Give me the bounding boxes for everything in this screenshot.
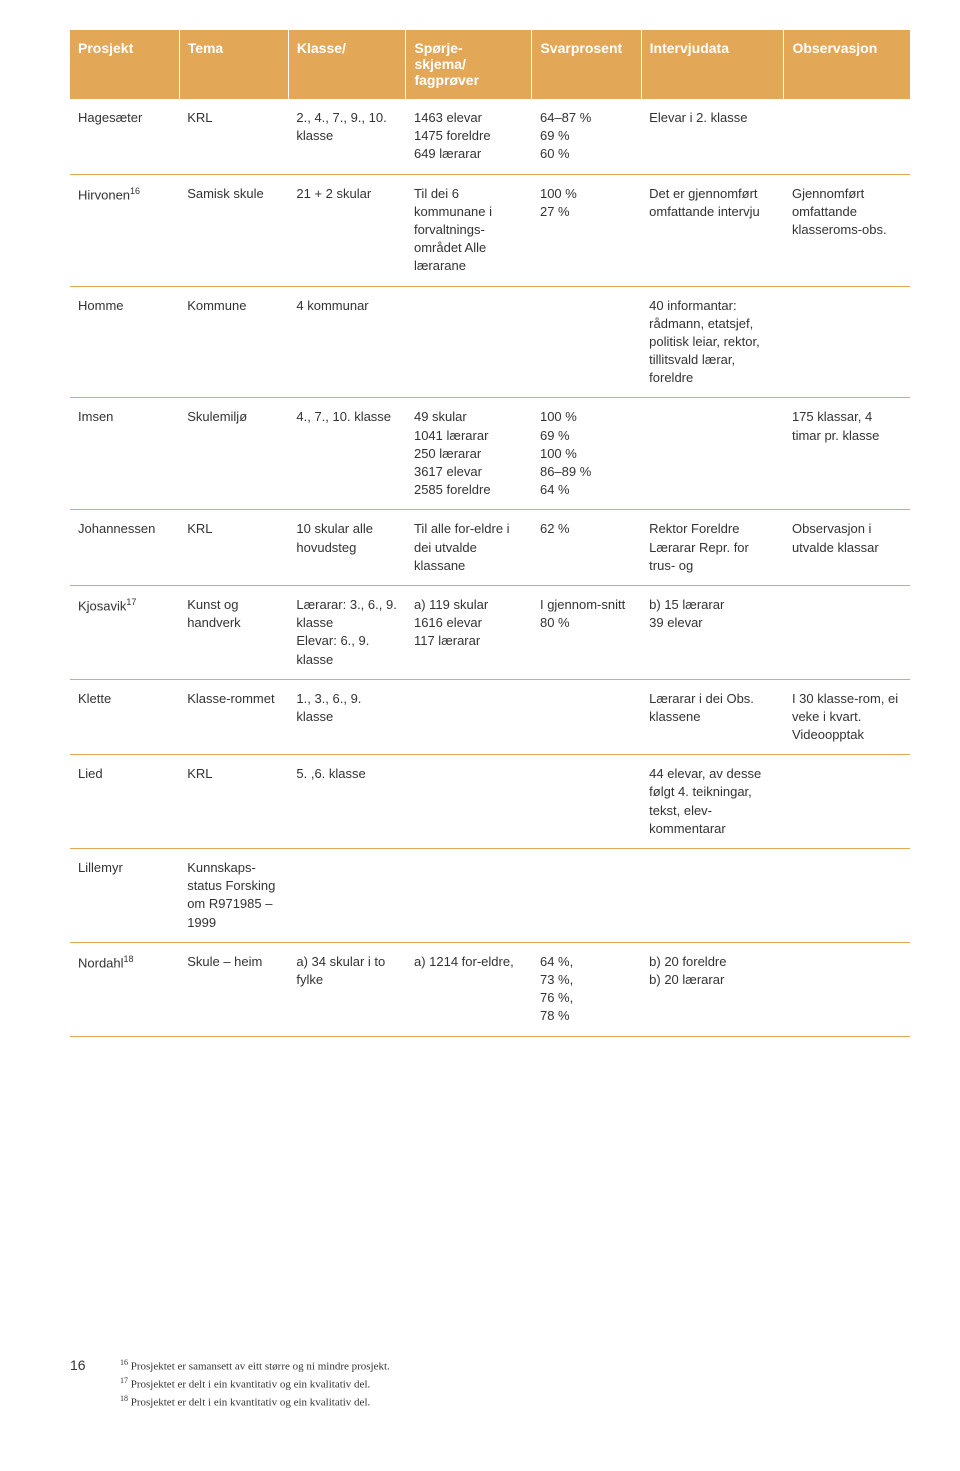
cell-klasse	[288, 849, 406, 943]
cell-svar	[532, 755, 641, 849]
cell-svar: 100 % 69 % 100 % 86–89 % 64 %	[532, 398, 641, 510]
cell-intervju: 40 informantar: rådmann, etatsjef, polit…	[641, 286, 784, 398]
cell-svar: 100 % 27 %	[532, 174, 641, 286]
cell-prosjekt: Kjosavik17	[70, 585, 179, 679]
table-row: KletteKlasse-rommet1., 3., 6., 9. klasse…	[70, 679, 910, 755]
cell-intervju: Rektor Foreldre Lærarar Repr. for trus- …	[641, 510, 784, 586]
cell-obs: 175 klassar, 4 timar pr. klasse	[784, 398, 910, 510]
cell-intervju: Det er gjennomført omfattande intervju	[641, 174, 784, 286]
cell-klasse: 21 + 2 skular	[288, 174, 406, 286]
col-header-prosjekt: Prosjekt	[70, 30, 179, 99]
table-row: HagesæterKRL2., 4., 7., 9., 10. klasse14…	[70, 99, 910, 175]
cell-obs	[784, 585, 910, 679]
cell-tema: Kunst og handverk	[179, 585, 288, 679]
cell-intervju: b) 20 foreldre b) 20 lærarar	[641, 942, 784, 1036]
col-header-klasse: Klasse/	[288, 30, 406, 99]
table-row: Nordahl18Skule – heima) 34 skular i to f…	[70, 942, 910, 1036]
cell-klasse: Lærarar: 3., 6., 9. klasse Elevar: 6., 9…	[288, 585, 406, 679]
cell-prosjekt: Johannessen	[70, 510, 179, 586]
cell-intervju: b) 15 lærarar 39 elevar	[641, 585, 784, 679]
table-row: LillemyrKunnskaps-status Forsking om R97…	[70, 849, 910, 943]
cell-intervju: Lærarar i dei Obs. klassene	[641, 679, 784, 755]
cell-svar	[532, 679, 641, 755]
cell-spor: 49 skular 1041 lærarar 250 lærarar 3617 …	[406, 398, 532, 510]
cell-tema: KRL	[179, 510, 288, 586]
table-header-row: Prosjekt Tema Klasse/ Spørje- skjema/ fa…	[70, 30, 910, 99]
cell-intervju	[641, 849, 784, 943]
table-row: Hirvonen16Samisk skule21 + 2 skularTil d…	[70, 174, 910, 286]
cell-spor: 1463 elevar 1475 foreldre 649 lærarar	[406, 99, 532, 175]
col-header-obs: Observasjon	[784, 30, 910, 99]
cell-svar	[532, 849, 641, 943]
cell-tema: Kommune	[179, 286, 288, 398]
cell-prosjekt: Hagesæter	[70, 99, 179, 175]
cell-tema: Skule – heim	[179, 942, 288, 1036]
cell-intervju	[641, 398, 784, 510]
cell-svar: 64 %, 73 %, 76 %, 78 %	[532, 942, 641, 1036]
cell-obs: I 30 klasse-rom, ei veke i kvart. Videoo…	[784, 679, 910, 755]
footnote: 16 Prosjektet er samansett av eitt størr…	[120, 1357, 390, 1375]
cell-prosjekt: Nordahl18	[70, 942, 179, 1036]
page-number: 16	[70, 1357, 90, 1373]
cell-obs	[784, 755, 910, 849]
col-header-tema: Tema	[179, 30, 288, 99]
footnote: 17 Prosjektet er delt i ein kvantitativ …	[120, 1375, 390, 1393]
cell-klasse: 1., 3., 6., 9. klasse	[288, 679, 406, 755]
cell-prosjekt: Imsen	[70, 398, 179, 510]
cell-prosjekt: Hirvonen16	[70, 174, 179, 286]
cell-prosjekt: Homme	[70, 286, 179, 398]
cell-klasse: 4., 7., 10. klasse	[288, 398, 406, 510]
cell-klasse: a) 34 skular i to fylke	[288, 942, 406, 1036]
cell-svar: I gjennom-snitt 80 %	[532, 585, 641, 679]
table-row: Kjosavik17Kunst og handverkLærarar: 3., …	[70, 585, 910, 679]
footnote: 18 Prosjektet er delt i ein kvantitativ …	[120, 1393, 390, 1411]
cell-obs	[784, 286, 910, 398]
cell-obs: Observasjon i utvalde klassar	[784, 510, 910, 586]
cell-prosjekt: Lied	[70, 755, 179, 849]
col-header-spor: Spørje- skjema/ fagprøver	[406, 30, 532, 99]
cell-spor: Til alle for-eldre i dei utvalde klassan…	[406, 510, 532, 586]
cell-intervju: Elevar i 2. klasse	[641, 99, 784, 175]
research-table: Prosjekt Tema Klasse/ Spørje- skjema/ fa…	[70, 30, 910, 1037]
cell-klasse: 10 skular alle hovudsteg	[288, 510, 406, 586]
cell-prosjekt: Klette	[70, 679, 179, 755]
cell-tema: Klasse-rommet	[179, 679, 288, 755]
cell-svar	[532, 286, 641, 398]
cell-spor: Til dei 6 kommunane i forvaltnings-områd…	[406, 174, 532, 286]
cell-svar: 62 %	[532, 510, 641, 586]
cell-tema: Samisk skule	[179, 174, 288, 286]
cell-obs: Gjennomført omfattande klasseroms-obs.	[784, 174, 910, 286]
cell-obs	[784, 849, 910, 943]
footnotes: 16 Prosjektet er samansett av eitt størr…	[120, 1357, 390, 1411]
table-row: HommeKommune4 kommunar 40 informantar: rå…	[70, 286, 910, 398]
cell-tema: KRL	[179, 755, 288, 849]
table-row: LiedKRL5. ,6. klasse 44 elevar, av desse …	[70, 755, 910, 849]
cell-spor: a) 119 skular 1616 elevar 117 lærarar	[406, 585, 532, 679]
table-row: JohannessenKRL10 skular alle hovudstegTi…	[70, 510, 910, 586]
cell-tema: Skulemiljø	[179, 398, 288, 510]
cell-intervju: 44 elevar, av desse følgt 4. teikningar,…	[641, 755, 784, 849]
cell-klasse: 4 kommunar	[288, 286, 406, 398]
cell-spor	[406, 849, 532, 943]
cell-klasse: 2., 4., 7., 9., 10. klasse	[288, 99, 406, 175]
cell-spor	[406, 286, 532, 398]
col-header-svar: Svarprosent	[532, 30, 641, 99]
cell-spor	[406, 755, 532, 849]
cell-spor	[406, 679, 532, 755]
table-row: ImsenSkulemiljø4., 7., 10. klasse49 skul…	[70, 398, 910, 510]
cell-tema: Kunnskaps-status Forsking om R971985 – 1…	[179, 849, 288, 943]
cell-spor: a) 1214 for-eldre,	[406, 942, 532, 1036]
cell-prosjekt: Lillemyr	[70, 849, 179, 943]
table-body: HagesæterKRL2., 4., 7., 9., 10. klasse14…	[70, 99, 910, 1037]
cell-obs	[784, 99, 910, 175]
cell-tema: KRL	[179, 99, 288, 175]
col-header-intervju: Intervjudata	[641, 30, 784, 99]
cell-obs	[784, 942, 910, 1036]
cell-klasse: 5. ,6. klasse	[288, 755, 406, 849]
document-page: Prosjekt Tema Klasse/ Spørje- skjema/ fa…	[0, 0, 960, 1441]
cell-svar: 64–87 % 69 % 60 %	[532, 99, 641, 175]
page-footer: 16 16 Prosjektet er samansett av eitt st…	[70, 1357, 910, 1411]
